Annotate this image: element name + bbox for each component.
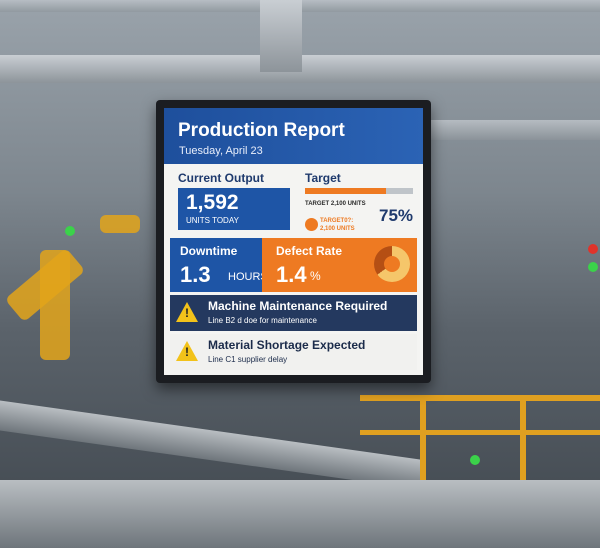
target-label: Target <box>305 171 341 185</box>
gear-icon <box>305 218 318 231</box>
defect-unit: % <box>310 269 321 283</box>
report-date: Tuesday, April 23 <box>179 145 263 157</box>
target-caption-secondary: TARGET0?: 2,100 UNITS <box>320 217 355 233</box>
alert-detail: Line C1 supplier delay <box>208 355 288 364</box>
ceiling-beam <box>420 120 600 140</box>
status-light <box>470 455 480 465</box>
status-light <box>588 244 598 254</box>
warning-icon <box>176 341 198 361</box>
report-title: Production Report <box>178 120 345 141</box>
output-label: Current Output <box>178 171 264 185</box>
safety-railing <box>520 395 526 485</box>
downtime-label: Downtime <box>180 244 238 258</box>
defect-label: Defect Rate <box>276 244 343 258</box>
alert-maintenance: ! Machine Maintenance Required Line B2 d… <box>170 295 417 331</box>
warning-icon-mark: ! <box>185 345 189 359</box>
monitor-mount <box>260 0 302 72</box>
conveyor-belt <box>0 400 420 490</box>
dashboard-screen: Production Report Tuesday, April 23 Curr… <box>164 108 423 375</box>
report-header: Production Report Tuesday, April 23 <box>164 108 423 164</box>
robot-arm <box>100 215 140 233</box>
target-progress-fill <box>305 188 386 194</box>
safety-railing <box>360 430 600 435</box>
safety-railing <box>420 395 426 485</box>
monitor: Production Report Tuesday, April 23 Curr… <box>156 100 431 383</box>
defect-panel: Defect Rate 1.4 % <box>262 238 417 292</box>
target-percent: 75% <box>379 206 414 225</box>
alert-detail: Line B2 d doe for maintenance <box>208 316 317 325</box>
safety-railing <box>360 395 600 401</box>
alert-title: Machine Maintenance Required <box>208 299 388 313</box>
robot-arm <box>40 250 70 360</box>
alert-title: Material Shortage Expected <box>208 338 366 352</box>
output-unit: UNITS TODAY <box>186 216 239 225</box>
conveyor-belt <box>0 480 600 548</box>
warning-icon <box>176 302 198 322</box>
output-value: 1,592 <box>186 191 239 214</box>
downtime-unit: HOURS <box>228 271 268 283</box>
alert-material: ! Material Shortage Expected Line C1 sup… <box>170 334 417 370</box>
defect-gear-chart-icon <box>374 246 410 282</box>
status-light <box>65 226 75 236</box>
output-panel: 1,592 UNITS TODAY <box>178 188 290 230</box>
warning-icon-mark: ! <box>185 306 189 320</box>
target-caption: TARGET 2,100 UNITS <box>305 201 366 207</box>
gear-icon <box>384 256 400 272</box>
downtime-value: 1.3 <box>180 262 211 287</box>
status-light <box>588 262 598 272</box>
target-caption-line2: 2,100 UNITS <box>320 226 355 232</box>
target-caption-line1: TARGET0?: <box>320 218 354 224</box>
defect-value: 1.4 <box>276 262 307 287</box>
